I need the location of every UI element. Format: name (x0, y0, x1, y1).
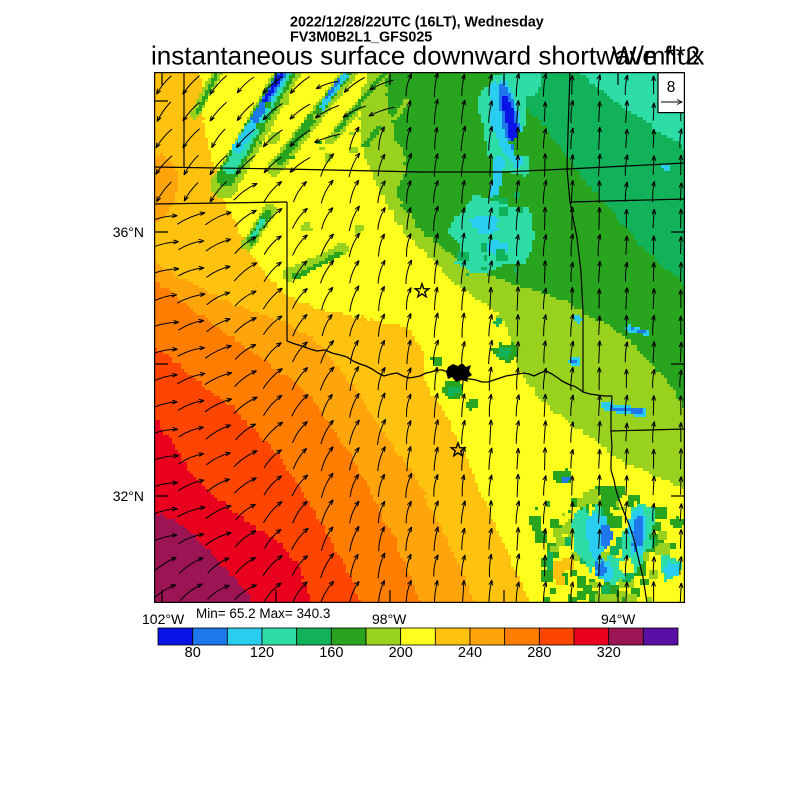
svg-text:94°W: 94°W (601, 611, 636, 627)
svg-text:8: 8 (667, 79, 676, 96)
svg-text:98°W: 98°W (372, 611, 407, 627)
svg-text:102°W: 102°W (142, 611, 185, 627)
svg-text:320: 320 (597, 645, 621, 661)
svg-text:80: 80 (185, 645, 201, 661)
svg-text:32°N: 32°N (113, 488, 144, 504)
svg-text:Min= 65.2 Max= 340.3: Min= 65.2 Max= 340.3 (196, 606, 330, 621)
svg-text:FV3M0B2L1_GFS025: FV3M0B2L1_GFS025 (290, 30, 432, 46)
svg-text:W/m**2: W/m**2 (612, 41, 700, 71)
svg-text:160: 160 (319, 645, 343, 661)
svg-text:240: 240 (458, 645, 482, 661)
svg-text:280: 280 (527, 645, 551, 661)
svg-text:instantaneous surface downward: instantaneous surface downward shortwave… (151, 41, 705, 71)
svg-text:36°N: 36°N (113, 224, 144, 240)
svg-text:200: 200 (389, 645, 413, 661)
svg-text:2022/12/28/22UTC (16LT), Wedne: 2022/12/28/22UTC (16LT), Wednesday (290, 15, 544, 31)
svg-text:120: 120 (250, 645, 274, 661)
